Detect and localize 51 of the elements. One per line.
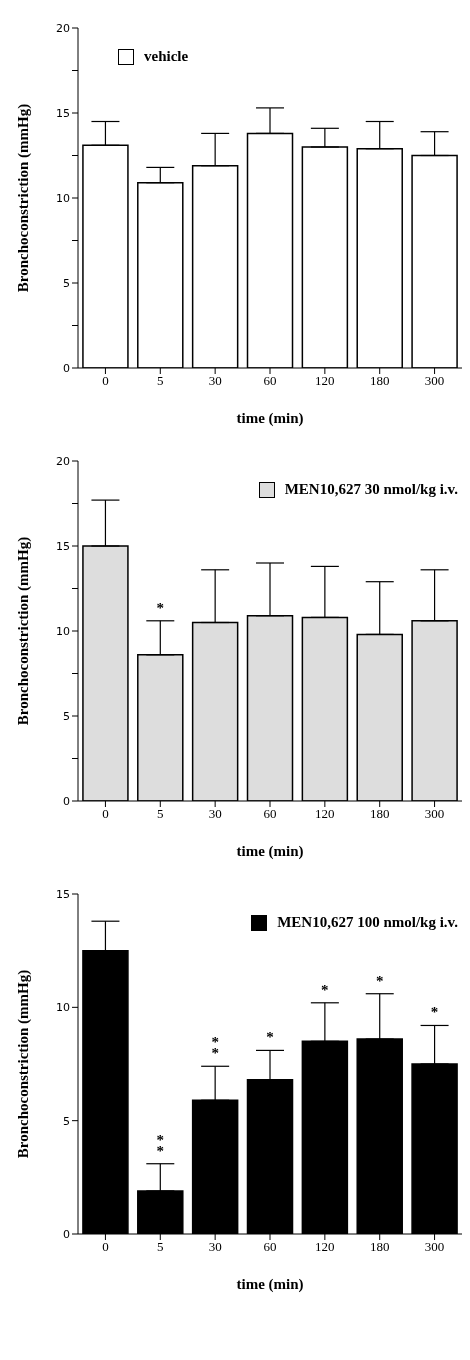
x-tick-label: 120 xyxy=(315,373,335,389)
x-tick-label: 5 xyxy=(157,1239,164,1255)
x-tick-label: 120 xyxy=(315,806,335,822)
x-tick-label: 180 xyxy=(369,373,390,389)
annotation: * xyxy=(321,981,329,998)
y-tick-label: 5 xyxy=(63,1114,70,1128)
y-tick-label: 20 xyxy=(56,21,70,35)
annotation: ** xyxy=(211,1034,219,1062)
y-tick-label: 0 xyxy=(63,361,70,375)
y-tick-label: 0 xyxy=(63,794,70,808)
y-tick-label: 15 xyxy=(56,887,70,901)
y-tick-label: 0 xyxy=(63,1227,70,1241)
x-tick-label: 0 xyxy=(102,1239,109,1255)
x-axis-title: time (min) xyxy=(236,843,304,860)
legend-label: MEN10,627 30 nmol/kg i.v. xyxy=(284,481,458,498)
x-tick-label: 120 xyxy=(315,1239,335,1255)
legend-label: vehicle xyxy=(144,48,189,65)
x-tick-label: 300 xyxy=(424,1239,445,1255)
x-tick-label: 60 xyxy=(263,1239,277,1255)
x-tick-label: 0 xyxy=(102,373,109,389)
y-axis-title: Bronchoconstriction (mmHg) xyxy=(15,536,33,726)
x-tick-label: 300 xyxy=(424,806,445,822)
y-axis-title: Bronchoconstriction (mmHg) xyxy=(15,103,33,293)
x-tick-label: 5 xyxy=(157,373,164,389)
legend-label: MEN10,627 100 nmol/kg i.v. xyxy=(277,914,458,931)
x-tick-label: 5 xyxy=(157,806,164,822)
x-tick-label: 60 xyxy=(263,373,277,389)
annotation: ** xyxy=(156,1131,165,1159)
y-tick-label: 20 xyxy=(56,454,70,468)
x-axis-title: time (min) xyxy=(236,410,304,427)
y-tick-label: 15 xyxy=(56,539,70,553)
y-tick-label: 15 xyxy=(56,106,70,120)
x-tick-label: 30 xyxy=(208,806,222,822)
y-tick-label: 5 xyxy=(63,709,70,723)
y-axis-title: Bronchoconstriction (mmHg) xyxy=(15,969,33,1159)
y-tick-label: 5 xyxy=(63,276,70,290)
x-tick-label: 180 xyxy=(369,806,390,822)
x-tick-label: 300 xyxy=(424,373,445,389)
x-axis-title: time (min) xyxy=(236,1276,304,1293)
x-tick-label: 30 xyxy=(208,1239,222,1255)
annotation: * xyxy=(375,972,384,989)
y-tick-label: 10 xyxy=(56,191,70,205)
y-tick-label: 10 xyxy=(56,624,70,638)
annotation: * xyxy=(430,1004,439,1021)
y-tick-label: 10 xyxy=(56,1001,70,1015)
x-tick-label: 30 xyxy=(208,373,222,389)
annotation: * xyxy=(156,599,165,616)
x-tick-label: 60 xyxy=(263,806,277,822)
x-tick-label: 180 xyxy=(369,1239,390,1255)
annotation: * xyxy=(266,1029,274,1046)
x-tick-label: 0 xyxy=(102,806,109,822)
